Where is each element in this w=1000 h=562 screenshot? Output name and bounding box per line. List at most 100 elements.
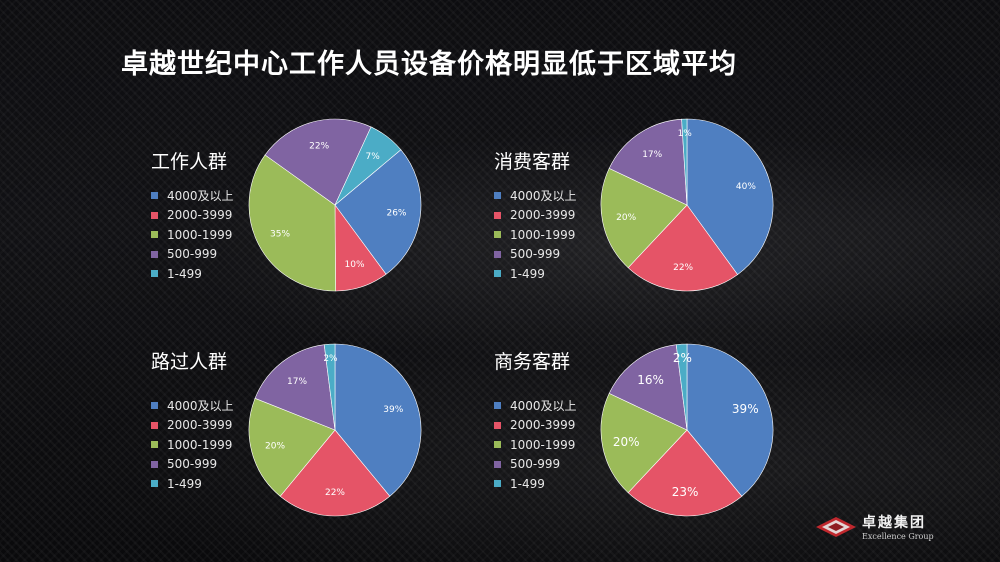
legend-item: 1000-1999 <box>494 225 577 245</box>
chart-1-legend: 4000及以上 2000-3999 1000-1999 500-999 1-49… <box>151 186 234 284</box>
legend-item: 1-499 <box>151 264 234 284</box>
pie-data-label: 20% <box>613 435 640 449</box>
legend-label: 2000-3999 <box>167 208 233 223</box>
slide-title: 卓越世纪中心工作人员设备价格明显低于区域平均 <box>121 49 737 80</box>
legend-swatch <box>494 441 501 449</box>
legend-item: 500-999 <box>151 455 234 475</box>
pie-slice <box>279 429 391 517</box>
legend-label: 1000-1999 <box>510 227 576 242</box>
pie-slice <box>334 343 422 497</box>
legend-swatch <box>151 231 158 239</box>
legend-swatch <box>494 421 501 429</box>
legend-item: 4000及以上 <box>494 396 577 416</box>
legend-label: 500-999 <box>510 457 561 472</box>
legend-item: 500-999 <box>494 245 577 265</box>
pie-data-label: 17% <box>642 150 662 160</box>
legend-item: 2000-3999 <box>494 416 577 436</box>
logo-mark-icon <box>816 517 856 537</box>
chart-1-title: 工作人群 <box>151 151 228 173</box>
legend-swatch <box>151 192 158 200</box>
legend-label: 2000-3999 <box>167 418 233 433</box>
pie-slice <box>608 344 688 431</box>
legend-label: 1-499 <box>167 266 202 281</box>
legend-swatch <box>151 480 158 488</box>
legend-item: 1-499 <box>494 474 577 494</box>
legend-label: 2000-3999 <box>510 208 576 223</box>
legend-swatch <box>494 480 501 488</box>
legend-item: 1000-1999 <box>151 225 234 245</box>
pie-data-label: 2% <box>323 354 338 364</box>
pie-data-label: 10% <box>345 260 365 270</box>
chart-2-legend: 4000及以上 2000-3999 1000-1999 500-999 1-49… <box>494 186 577 284</box>
legend-swatch <box>494 211 501 219</box>
pie-data-label: 26% <box>386 208 406 218</box>
legend-item: 2000-3999 <box>494 206 577 226</box>
pie-slice <box>686 118 774 275</box>
legend-label: 4000及以上 <box>167 189 234 204</box>
logo-name-cn: 卓越集团 <box>862 515 926 531</box>
legend-label: 500-999 <box>167 457 218 472</box>
pie-slice <box>248 154 336 292</box>
pie-data-label: 35% <box>270 230 290 240</box>
pie-data-label: 2% <box>673 351 692 365</box>
legend-label: 4000及以上 <box>167 399 234 414</box>
pie-data-label: 20% <box>265 442 285 452</box>
chart-4-title: 商务客群 <box>494 351 571 373</box>
chart-4-legend: 4000及以上 2000-3999 1000-1999 500-999 1-49… <box>494 396 577 494</box>
pie-data-label: 22% <box>309 141 329 151</box>
pie-slice <box>254 344 336 431</box>
legend-swatch <box>494 460 501 468</box>
legend-swatch <box>494 231 501 239</box>
pie-data-label: 20% <box>616 213 636 223</box>
legend-swatch <box>151 250 158 258</box>
legend-item: 500-999 <box>494 455 577 475</box>
pie-slice <box>248 397 336 497</box>
legend-swatch <box>151 460 158 468</box>
legend-item: 4000及以上 <box>494 186 577 206</box>
pie-data-label: 17% <box>287 377 307 387</box>
legend-label: 2000-3999 <box>510 418 576 433</box>
legend-label: 4000及以上 <box>510 189 577 204</box>
pie-data-label: 1% <box>678 129 693 139</box>
legend-label: 1-499 <box>510 266 545 281</box>
pie-slice <box>627 429 743 517</box>
legend-item: 1-499 <box>494 264 577 284</box>
legend-swatch <box>494 250 501 258</box>
legend-swatch <box>151 402 158 410</box>
legend-label: 1-499 <box>510 476 545 491</box>
pie-slice <box>681 118 688 206</box>
legend-label: 4000及以上 <box>510 399 577 414</box>
legend-item: 1000-1999 <box>151 435 234 455</box>
pie-data-label: 23% <box>672 485 699 499</box>
legend-label: 1000-1999 <box>167 227 233 242</box>
pie-data-label: 7% <box>365 152 380 162</box>
legend-label: 1000-1999 <box>510 437 576 452</box>
pie-slice <box>600 392 688 494</box>
pie-data-label: 22% <box>325 488 345 498</box>
pie-data-label: 39% <box>732 402 759 416</box>
chart-3-legend: 4000及以上 2000-3999 1000-1999 500-999 1-49… <box>151 396 234 494</box>
pie-slice <box>264 118 372 206</box>
pie-slice <box>323 343 336 431</box>
pie-slice <box>600 167 688 269</box>
legend-swatch <box>494 192 501 200</box>
legend-swatch <box>151 421 158 429</box>
chart-3-title: 路过人群 <box>151 351 228 373</box>
pie-slice <box>334 149 422 275</box>
legend-item: 1-499 <box>151 474 234 494</box>
logo-name-en: Excellence Group <box>862 532 934 541</box>
pie-data-label: 22% <box>673 263 693 273</box>
legend-item: 500-999 <box>151 245 234 265</box>
pie-data-label: 40% <box>736 182 756 192</box>
chart-2-title: 消费客群 <box>494 151 571 173</box>
legend-label: 500-999 <box>510 247 561 262</box>
legend-item: 2000-3999 <box>151 416 234 436</box>
pie-slice <box>686 343 774 497</box>
legend-label: 500-999 <box>167 247 218 262</box>
legend-item: 2000-3999 <box>151 206 234 226</box>
legend-label: 1000-1999 <box>167 437 233 452</box>
legend-swatch <box>151 441 158 449</box>
